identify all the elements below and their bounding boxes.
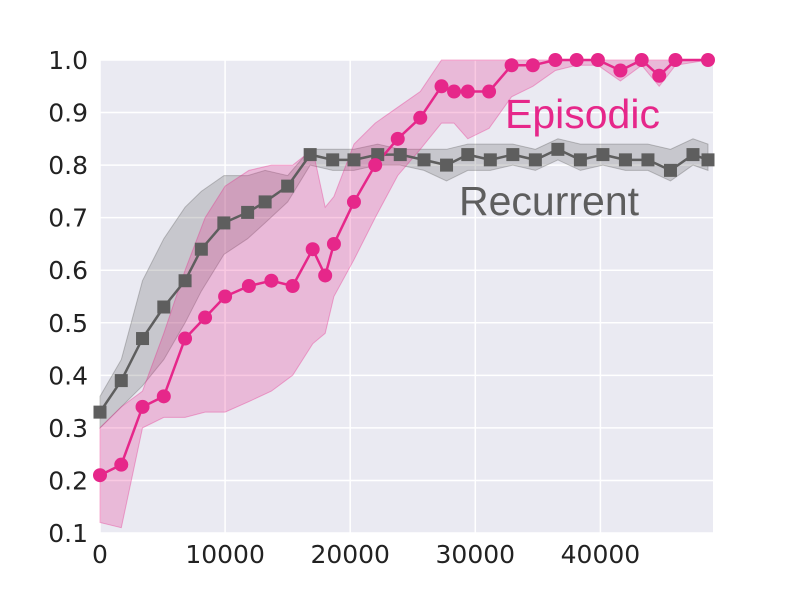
episodic-label: Episodic <box>505 91 660 137</box>
recurrent-data-point <box>178 274 192 288</box>
x-tick-label: 40000 <box>561 540 641 569</box>
episodic-data-point <box>548 53 563 67</box>
recurrent-data-point <box>440 158 454 172</box>
episodic-data-point <box>305 242 320 257</box>
recurrent-data-point <box>281 179 295 193</box>
episodic-data-point <box>590 53 605 67</box>
recurrent-data-point <box>93 405 107 419</box>
episodic-data-point <box>156 389 171 404</box>
y-tick-label: 0.9 <box>48 99 88 128</box>
x-tick-label: 20000 <box>310 540 390 569</box>
recurrent-data-point <box>686 148 700 162</box>
recurrent-data-point <box>371 148 385 162</box>
episodic-data-point <box>668 53 683 67</box>
episodic-data-point <box>198 310 213 325</box>
recurrent-data-point <box>573 153 587 167</box>
x-tick-label: 0 <box>92 540 108 569</box>
episodic-data-point <box>700 53 715 67</box>
recurrent-data-point <box>241 205 255 219</box>
episodic-data-point <box>368 158 383 173</box>
grid <box>99 59 713 534</box>
recurrent-data-point <box>217 216 231 230</box>
recurrent-data-point <box>194 242 208 256</box>
y-tick-label: 0.6 <box>48 256 88 285</box>
episodic-data-point <box>135 399 150 414</box>
episodic-data-point <box>264 273 279 288</box>
y-tick-label: 0.8 <box>48 151 88 180</box>
recurrent-data-point <box>663 163 677 177</box>
episodic-data-point <box>93 468 107 483</box>
episodic-data-point <box>178 331 193 346</box>
recurrent-data-point <box>393 148 407 162</box>
episodic-data-point <box>525 58 540 73</box>
recurrent-data-point <box>326 153 340 167</box>
recurrent-data-point <box>551 142 565 156</box>
episodic-data-point <box>413 110 428 125</box>
recurrent-data-point <box>136 332 150 346</box>
recurrent-data-point <box>528 153 542 167</box>
y-tick-label: 0.1 <box>48 519 88 548</box>
episodic-data-point <box>346 194 361 209</box>
recurrent-data-point <box>701 153 715 167</box>
episodic-data-point <box>434 79 449 94</box>
y-tick-label: 0.4 <box>48 361 88 390</box>
y-tick-label: 0.7 <box>48 204 88 233</box>
x-tick-label: 10000 <box>185 540 265 569</box>
recurrent-data-point <box>506 148 520 162</box>
y-tick-label: 0.5 <box>48 309 88 338</box>
x-axis-ticks: 0 10000 20000 30000 40000 <box>92 540 640 569</box>
recurrent-data-point <box>303 148 317 162</box>
y-tick-label: 0.3 <box>48 414 88 443</box>
episodic-data-point <box>285 278 300 293</box>
episodic-data-point <box>482 84 497 99</box>
episodic-data-point <box>460 84 475 99</box>
y-axis-ticks: 0.1 0.2 0.3 0.4 0.5 0.6 0.7 0.8 0.9 1.0 <box>48 46 88 548</box>
episodic-data-point <box>652 68 667 83</box>
y-tick-label: 1.0 <box>48 46 88 75</box>
episodic-data-point <box>569 53 584 67</box>
episodic-data-point <box>634 53 649 67</box>
episodic-data-point <box>613 63 628 78</box>
recurrent-data-point <box>258 195 272 209</box>
episodic-data-point <box>114 457 129 472</box>
recurrent-data-point <box>618 153 632 167</box>
episodic-data-point <box>504 58 519 73</box>
episodic-data-point <box>326 236 341 251</box>
episodic-data-point <box>318 268 333 283</box>
episodic-data-point <box>218 289 233 304</box>
recurrent-data-point <box>417 153 431 167</box>
recurrent-data-point <box>596 148 610 162</box>
x-tick-label: 30000 <box>436 540 516 569</box>
episodic-data-point <box>241 278 256 293</box>
episodic-data-point <box>447 84 462 99</box>
recurrent-data-point <box>461 148 475 162</box>
recurrent-data-point <box>157 300 171 314</box>
recurrent-data-point <box>641 153 655 167</box>
episodic-data-point <box>390 131 405 146</box>
series-markers <box>93 53 715 483</box>
recurrent-data-point <box>483 153 497 167</box>
plot-area <box>100 60 713 533</box>
y-tick-label: 0.2 <box>48 466 88 495</box>
recurrent-data-point <box>114 374 128 388</box>
recurrent-data-point <box>347 153 361 167</box>
recurrent-label: Recurrent <box>459 178 640 224</box>
